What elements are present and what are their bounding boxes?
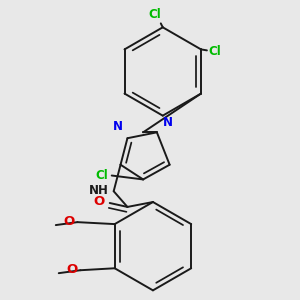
Text: O: O	[66, 263, 77, 276]
Text: Cl: Cl	[148, 8, 161, 21]
Text: N: N	[112, 120, 122, 133]
Text: NH: NH	[89, 184, 109, 197]
Text: N: N	[163, 116, 173, 129]
Text: Cl: Cl	[95, 169, 108, 182]
Text: Cl: Cl	[209, 45, 222, 58]
Text: O: O	[63, 215, 74, 228]
Text: O: O	[94, 194, 105, 208]
